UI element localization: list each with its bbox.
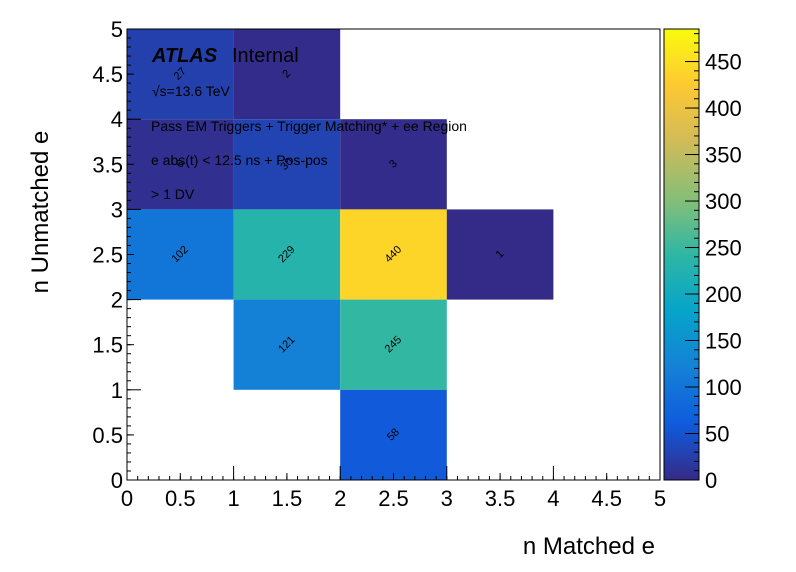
colorbar-tick-label: 50 — [705, 422, 729, 447]
y-tick-label: 1 — [111, 378, 123, 403]
atlas-label: ATLAS — [151, 45, 218, 67]
colorbar-tick-label: 350 — [705, 143, 742, 168]
x-tick-label: 3 — [441, 486, 453, 511]
dv-label: > 1 DV — [151, 186, 195, 202]
heatmap-cell — [340, 299, 447, 390]
colorbar-tick-label: 300 — [705, 189, 742, 214]
x-tick-label: 2.5 — [378, 486, 409, 511]
y-tick-label: 3 — [111, 197, 123, 222]
selection-label: Pass EM Triggers + Trigger Matching* + e… — [151, 118, 467, 134]
timing-label: e abs(t) < 12.5 ns + Pos-pos — [151, 152, 328, 168]
colorbar-tick-label: 400 — [705, 96, 742, 121]
y-tick-label: 2 — [111, 288, 123, 313]
heatmap-cell — [340, 389, 447, 480]
y-tick-label: 3.5 — [92, 152, 123, 177]
colorbar-tick-label: 0 — [705, 468, 717, 493]
x-axis: 0 0.5 1 1.5 2 2.5 3 3.5 4 4.5 5 — [121, 466, 666, 511]
colorbar-tick-label: 250 — [705, 236, 742, 261]
y-tick-label: 5 — [111, 17, 123, 42]
heatmap-cell — [446, 209, 554, 300]
heatmap-cell — [127, 119, 234, 210]
y-tick-label: 0.5 — [92, 423, 123, 448]
colorbar-tick-label: 150 — [705, 329, 742, 354]
atlas-internal-label: Internal — [232, 45, 299, 67]
colorbar — [663, 28, 700, 481]
heatmap-cell — [233, 119, 341, 210]
y-axis: 0 0.5 1 1.5 2 2.5 3 3.5 4 4.5 5 — [92, 17, 141, 493]
x-tick-label: 1 — [227, 486, 239, 511]
heatmap-cell — [340, 209, 447, 300]
energy-label: √s=13.6 TeV — [152, 83, 231, 99]
colorbar-tick-label: 100 — [705, 375, 742, 400]
y-tick-label: 4.5 — [92, 62, 123, 87]
colorbar-tick-label: 450 — [705, 50, 742, 75]
heatmap-cell — [127, 29, 234, 120]
y-tick-label: 1.5 — [92, 333, 123, 358]
x-axis-title: n Matched e — [523, 533, 655, 560]
heatmap-cell — [340, 119, 447, 210]
colorbar-axis: 0 50 100 150 200 250 300 350 400 450 — [685, 33, 742, 493]
colorbar-tick-label: 200 — [705, 282, 742, 307]
y-tick-label: 2.5 — [92, 243, 123, 268]
heatmap-cell — [233, 29, 341, 120]
heatmap-cell — [233, 209, 341, 300]
y-tick-label: 4 — [111, 107, 123, 132]
heatmap-cell — [127, 209, 234, 300]
heatmap-cell — [233, 299, 341, 390]
x-tick-label: 3.5 — [485, 486, 516, 511]
x-tick-label: 4.5 — [591, 486, 622, 511]
x-tick-label: 1.5 — [272, 486, 303, 511]
x-tick-label: 5 — [654, 486, 666, 511]
x-tick-label: 0 — [121, 486, 133, 511]
x-tick-label: 4 — [547, 486, 559, 511]
y-axis-title: n Unmatched e — [27, 131, 54, 294]
x-tick-label: 0.5 — [165, 486, 196, 511]
y-tick-label: 0 — [111, 468, 123, 493]
x-tick-label: 2 — [334, 486, 346, 511]
